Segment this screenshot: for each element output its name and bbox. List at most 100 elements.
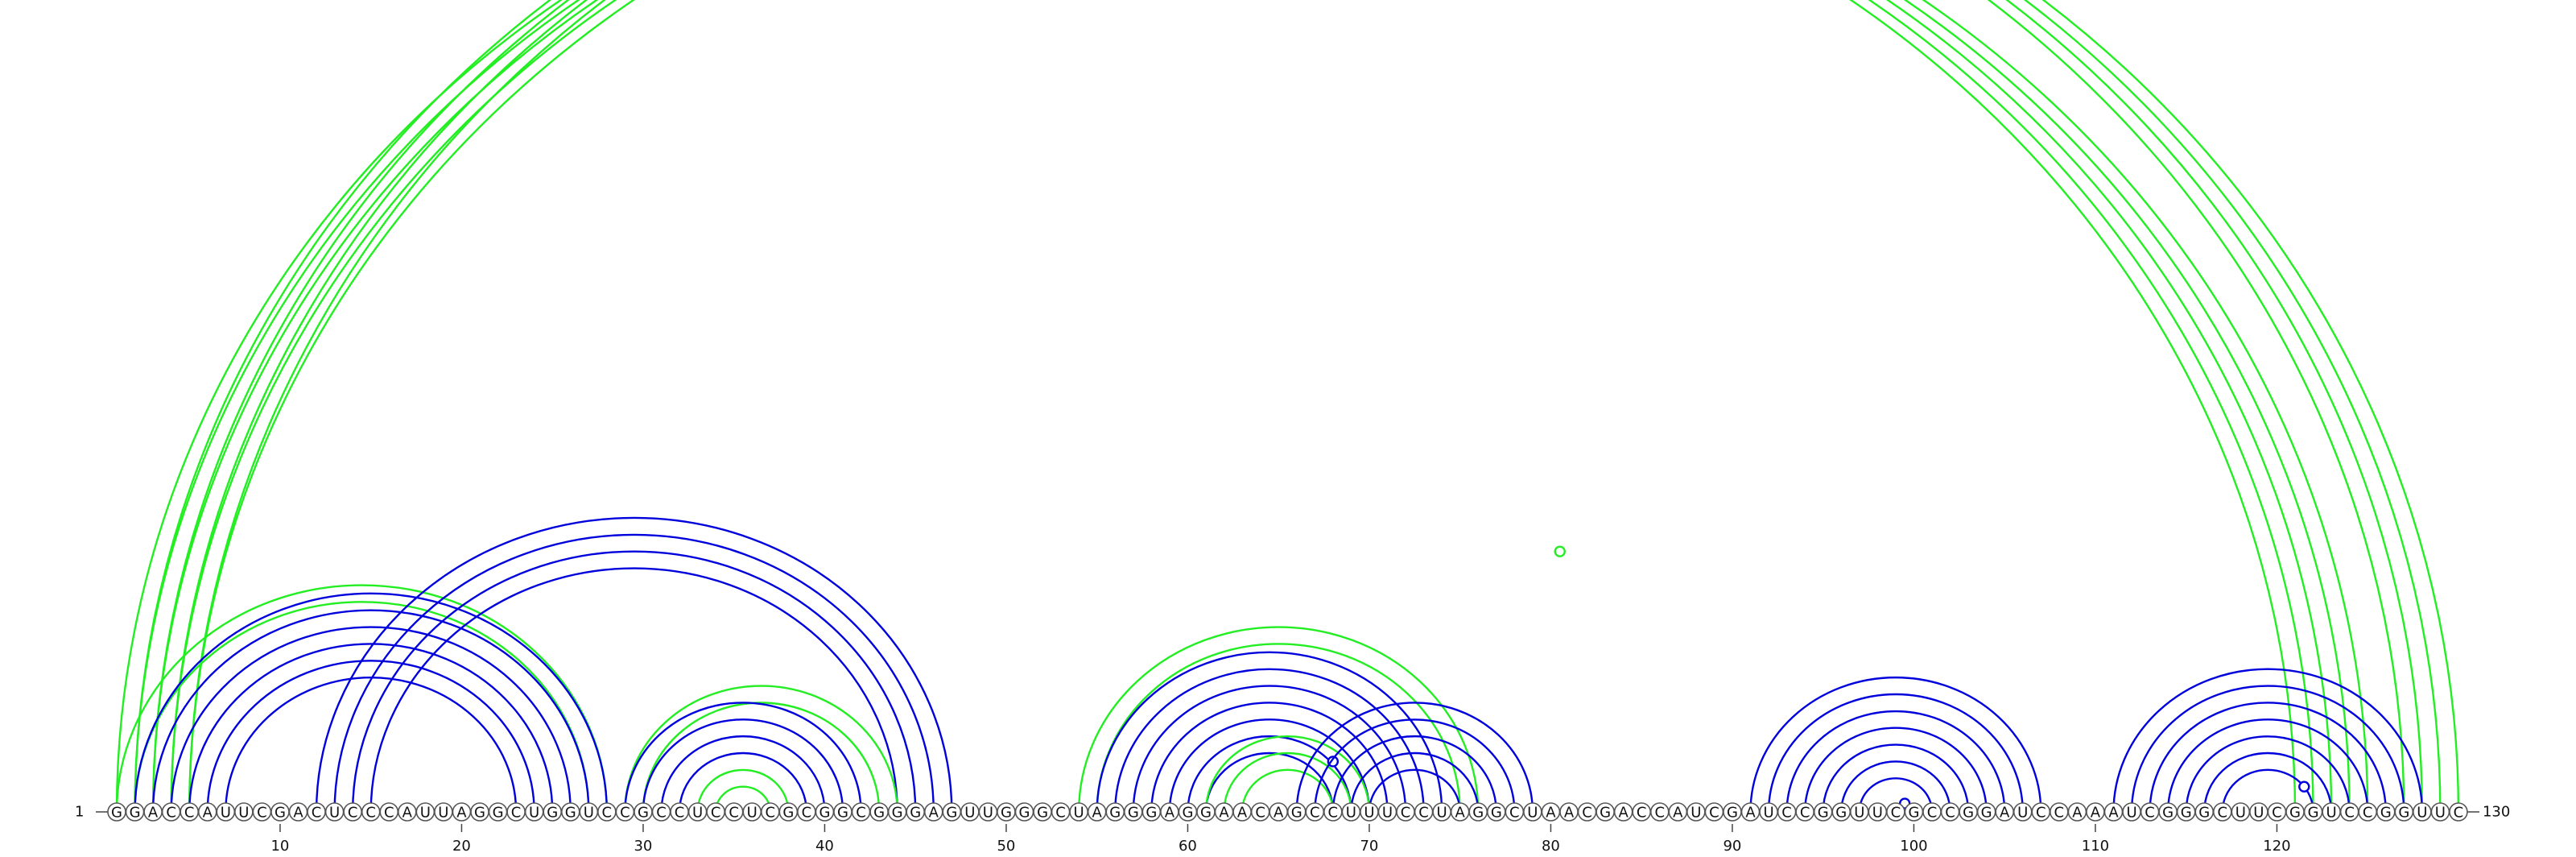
nucleotide: C [1649,802,1670,822]
nucleotide: C [1323,802,1343,822]
nucleotide-letter: A [1237,805,1248,822]
nucleotide-letter: G [1037,805,1048,822]
nucleotide: G [1487,802,1506,822]
nucleotide-letter: G [2380,805,2392,822]
nucleotide: G [270,802,290,822]
nucleotide: G [1723,802,1742,822]
nucleotide-letter: G [275,805,286,822]
nucleotide: U [960,802,980,822]
nucleotide-letter: C [2036,805,2046,822]
base-pair-arc [134,592,609,814]
base-pair-arc [1350,751,1480,814]
nucleotide-letter: A [203,805,213,822]
nucleotide-letter: A [293,805,303,822]
base-pair-arc [1168,718,1371,814]
nucleotide-letter: G [1128,805,1139,822]
nucleotide: C [1396,802,1415,822]
base-pair-arc [134,601,590,814]
arc-group-green-helix-1 [624,685,898,814]
nucleotide: G [1033,802,1052,822]
nucleotide-letter: G [1981,805,1992,822]
nucleotide: G [543,802,563,822]
base-pair-arc [714,785,771,814]
base-pair-arc [2185,735,2351,814]
nucleotide: A [923,802,943,822]
nucleotide: C [1795,802,1814,822]
nucleotide: C [651,802,671,822]
nucleotide: A [1995,802,2014,822]
nucleotide: C [2050,802,2069,822]
nucleotide: G [107,802,126,822]
nucleotide: C [2449,802,2468,822]
base-pair-arc [225,677,518,814]
nucleotide: G [634,802,653,822]
nucleotide-letter: C [711,805,721,822]
nucleotide: C [1414,802,1434,822]
nucleotide-letter: C [656,805,667,822]
nucleotide: C [1577,802,1597,822]
nucleotide: U [2249,802,2268,822]
nucleotide: C [361,802,381,822]
base-pair-arc [1150,702,1389,814]
nucleotide: G [1468,802,1488,822]
nucleotide-letter: A [402,805,413,822]
nucleotide-letter: G [1908,805,1919,822]
base-pair-arc [1767,693,2024,814]
nucleotide: C [379,802,399,822]
nucleotide-letter: G [782,805,794,822]
nucleotide: U [1868,802,1888,822]
nucleotide-letter: C [2272,805,2282,822]
nucleotide-letter: U [584,805,594,822]
nucleotide: C [1250,802,1270,822]
nucleotide-letter: U [420,805,431,822]
nucleotide-letter: C [2344,805,2355,822]
nucleotide: U [742,802,762,822]
nucleotide-letter: C [1418,805,1429,822]
nucleotide-letter: C [348,805,358,822]
base-pair-arc [188,643,554,814]
nucleotide-letter: G [130,805,141,822]
nucleotide-letter: C [766,805,776,822]
tick-label: 110 [2082,838,2109,855]
base-pair-arc [1204,751,1335,814]
nucleotide: C [706,802,725,822]
nucleotide: C [2031,802,2051,822]
nucleotide-letter: C [1654,805,1665,822]
nucleotide: G [1831,802,1852,822]
nucleotide: A [1613,802,1633,822]
nucleotide-letter: U [329,805,340,822]
base-pair-arc [1204,735,1371,814]
nucleotide-letter: C [184,805,195,822]
nucleotide-letter: G [1835,805,1847,822]
nucleotide: C [2339,802,2359,822]
nucleotide-letter: A [1219,805,1229,822]
nucleotide-letter: U [1872,805,1883,822]
base-pair-arc [1314,718,1516,814]
nucleotide: A [1214,802,1234,822]
tick-label: 30 [634,838,652,855]
base-pair-arc [1331,735,1497,814]
nucleotide: C [1940,802,1960,822]
base-pair-arc [1785,710,2006,814]
nucleotide: C [161,802,181,822]
base-pair-arc [2130,685,2405,814]
nucleotide: C [180,802,199,822]
nucleotide-letter: G [946,805,957,822]
base-pair-arc [642,718,844,814]
nucleotide-letter: U [1763,805,1773,822]
nucleotide: C [252,802,272,822]
nucleotide: C [1051,802,1071,822]
nucleotide-letter: C [1401,805,1411,822]
nucleotide-letter: U [1854,805,1864,822]
nucleotide-letter: G [2181,805,2192,822]
nucleotide: A [143,802,163,822]
nucleotide-letter: C [1927,805,1938,822]
nucleotide: C [506,802,526,822]
nucleotide-letter: A [2072,805,2083,822]
nucleotide: G [2376,802,2396,822]
nucleotide: G [2285,802,2305,822]
base-pair-arc [660,735,826,814]
nucleotide: U [524,802,544,822]
nucleotide: U [415,802,436,822]
